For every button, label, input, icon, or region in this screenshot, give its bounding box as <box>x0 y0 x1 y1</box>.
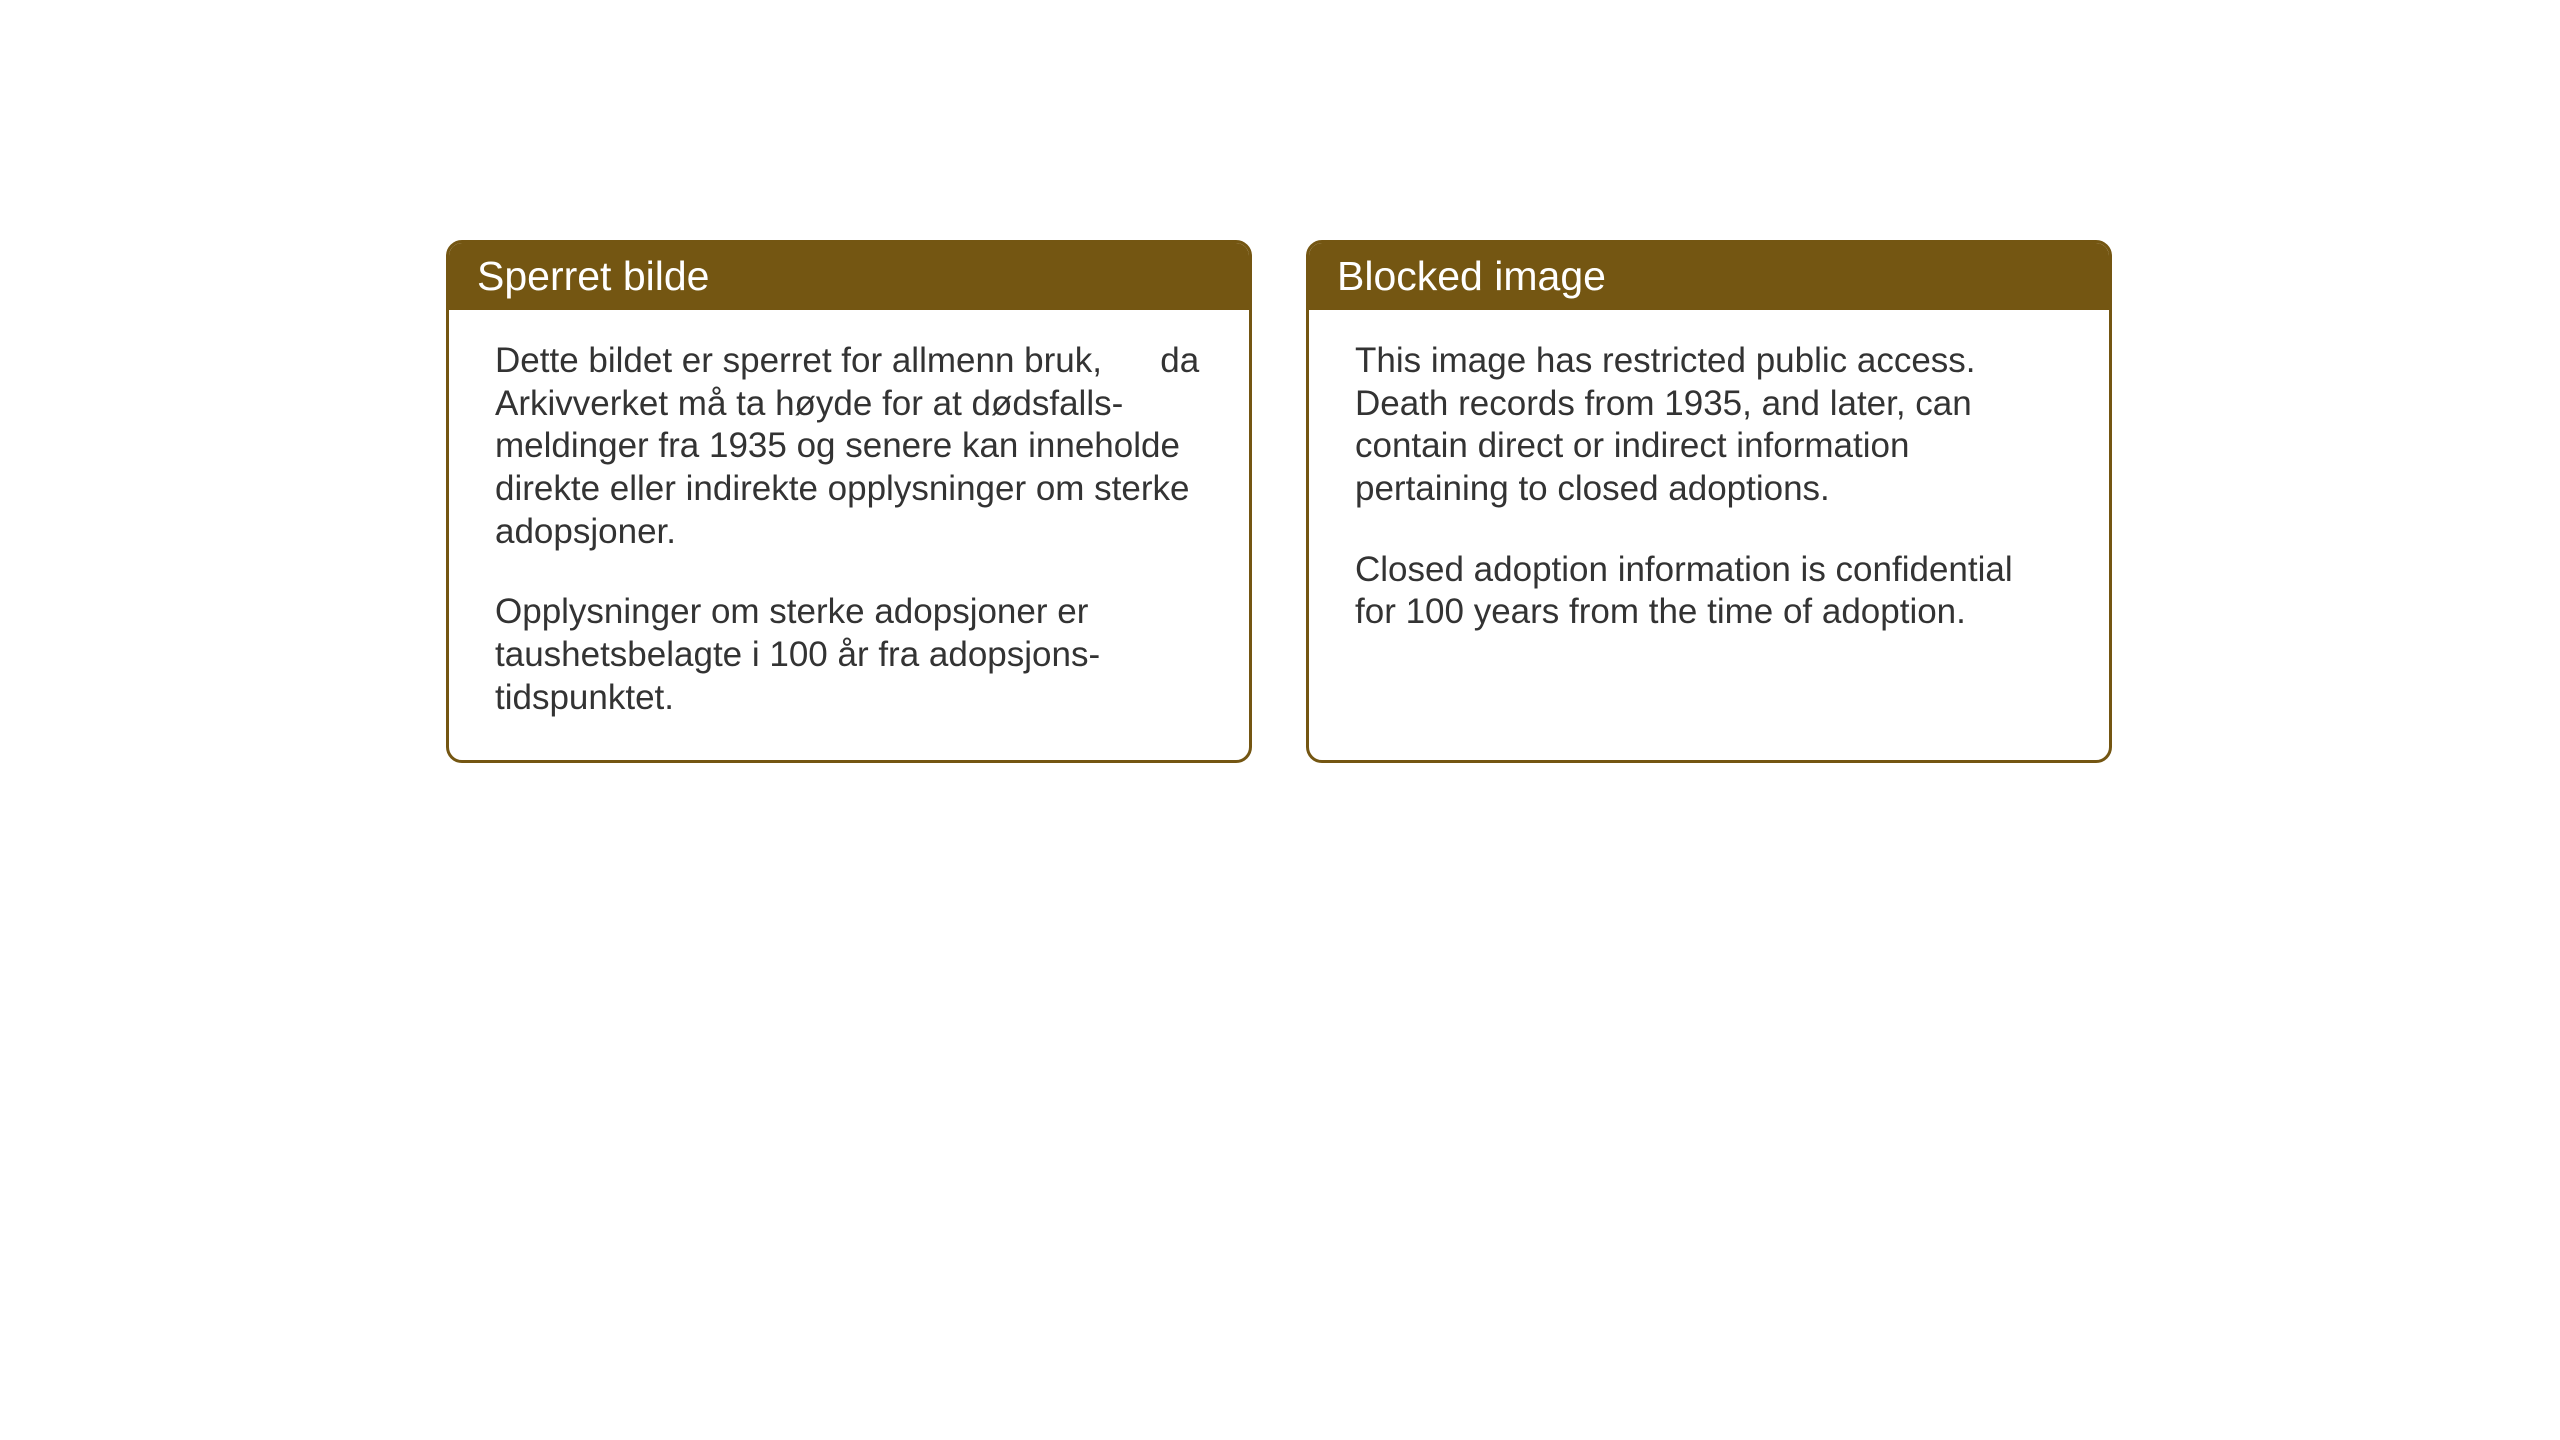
card-paragraph-2: Closed adoption information is confident… <box>1355 549 2063 634</box>
notice-card-norwegian: Sperret bilde Dette bildet er sperret fo… <box>446 240 1252 763</box>
notice-container: Sperret bilde Dette bildet er sperret fo… <box>446 240 2112 763</box>
card-body-norwegian: Dette bildet er sperret for allmenn bruk… <box>449 310 1249 760</box>
card-paragraph-2: Opplysninger om sterke adopsjoner er tau… <box>495 591 1203 719</box>
card-header-english: Blocked image <box>1309 243 2109 310</box>
card-header-norwegian: Sperret bilde <box>449 243 1249 310</box>
notice-card-english: Blocked image This image has restricted … <box>1306 240 2112 763</box>
card-title: Sperret bilde <box>477 253 709 299</box>
card-paragraph-1: This image has restricted public access.… <box>1355 340 2063 511</box>
card-paragraph-1: Dette bildet er sperret for allmenn bruk… <box>495 340 1203 553</box>
card-title: Blocked image <box>1337 253 1606 299</box>
card-body-english: This image has restricted public access.… <box>1309 310 2109 674</box>
